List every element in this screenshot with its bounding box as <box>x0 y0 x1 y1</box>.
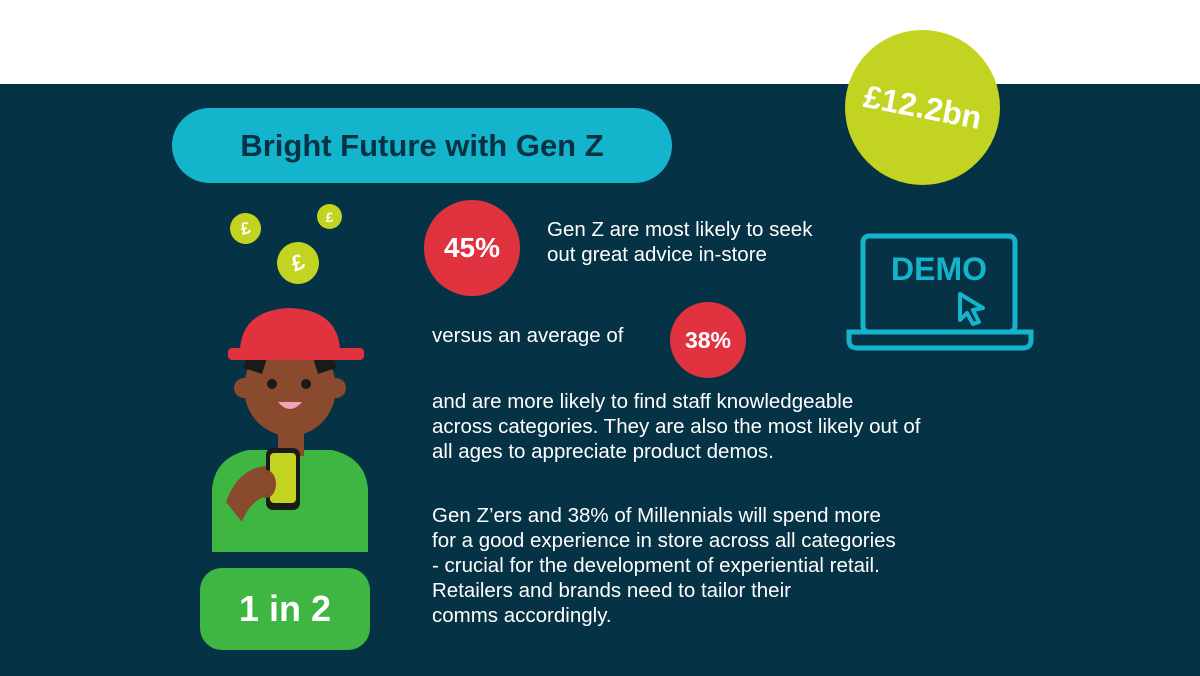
ratio-stat: 1 in 2 <box>238 588 332 629</box>
pound-coin-icon: £ <box>317 204 342 229</box>
cursor-icon <box>958 292 985 326</box>
page-title: Bright Future with Gen Z <box>240 127 604 163</box>
versus-text: versus an average of <box>432 324 624 347</box>
stat-45-badge: 45% <box>424 200 520 296</box>
headline-stat: £12.2bn <box>860 77 985 137</box>
stat-38-badge: 38% <box>670 302 746 378</box>
stat-45-description: Gen Z are most likely to seek out great … <box>547 218 813 266</box>
paragraph-2: Gen Z’ers and 38% of Millennials will sp… <box>432 504 896 627</box>
title-banner: Bright Future with Gen Z <box>172 108 672 183</box>
paragraph-1: and are more likely to find staff knowle… <box>432 390 921 463</box>
demo-label: DEMO <box>891 251 987 287</box>
ratio-stat-badge: 1 in 2 <box>200 568 370 650</box>
person-with-phone-illustration <box>212 308 368 552</box>
stat-38-value: 38% <box>684 326 732 353</box>
stat-45-value: 45% <box>443 232 501 263</box>
demo-laptop-icon: DEMO <box>846 233 1034 351</box>
headline-stat-badge: £12.2bn <box>845 30 1000 185</box>
